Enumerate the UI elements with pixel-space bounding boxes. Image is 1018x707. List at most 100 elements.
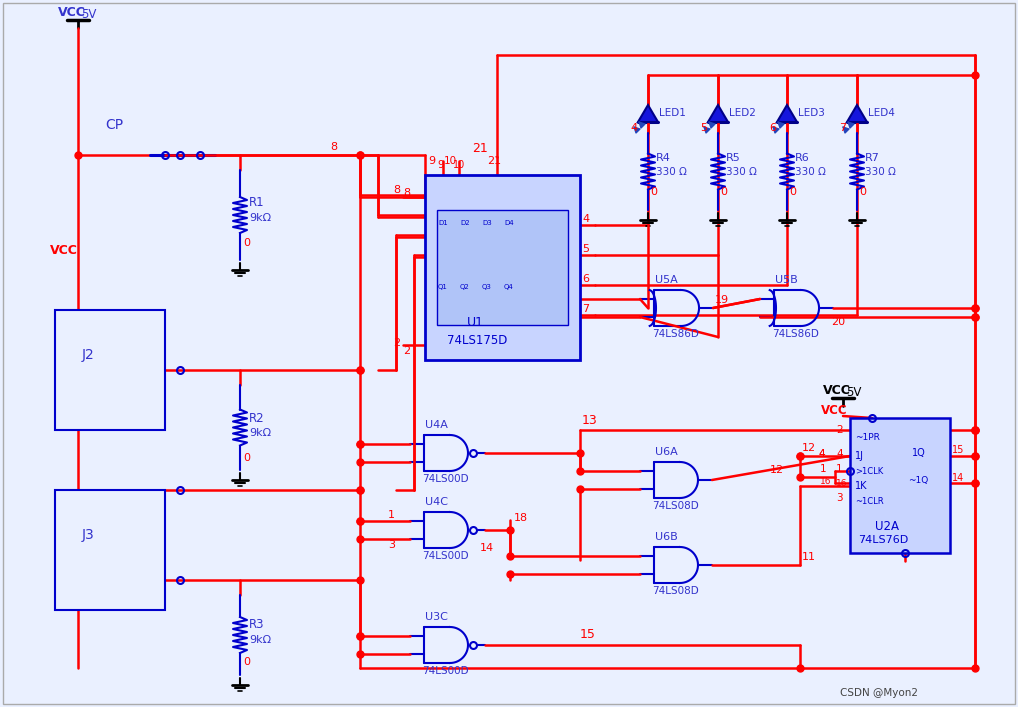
- Point: [618, 438, 634, 450]
- Point: [477, 410, 494, 421]
- Point: [884, 312, 900, 324]
- Point: [940, 340, 956, 351]
- Point: [772, 607, 788, 618]
- Point: [197, 74, 214, 86]
- Point: [156, 578, 172, 590]
- Point: [30, 257, 46, 268]
- Point: [968, 578, 984, 590]
- Point: [114, 327, 130, 338]
- Point: [338, 60, 354, 71]
- Point: [604, 537, 620, 548]
- Point: [506, 257, 522, 268]
- Text: 1K: 1K: [855, 481, 867, 491]
- Point: [912, 4, 928, 16]
- Point: [16, 620, 33, 631]
- Point: [716, 200, 732, 211]
- Point: [925, 74, 942, 86]
- Point: [842, 424, 858, 436]
- Point: [2, 550, 18, 561]
- Point: [170, 634, 186, 645]
- Point: [589, 103, 606, 114]
- Point: [170, 410, 186, 421]
- Point: [421, 480, 438, 491]
- Point: [30, 662, 46, 674]
- Point: [268, 47, 284, 58]
- Point: [869, 47, 886, 58]
- Point: [842, 494, 858, 506]
- Point: [925, 243, 942, 254]
- Point: [716, 397, 732, 408]
- Point: [981, 130, 998, 141]
- Point: [772, 410, 788, 421]
- Point: [730, 382, 746, 394]
- Point: [533, 607, 550, 618]
- Point: [156, 354, 172, 366]
- Point: [520, 312, 536, 324]
- Point: [898, 634, 914, 645]
- Point: [842, 243, 858, 254]
- Point: [492, 467, 508, 478]
- Point: [450, 340, 466, 351]
- Point: [309, 74, 326, 86]
- Point: [828, 243, 844, 254]
- Point: [2, 117, 18, 128]
- Point: [869, 117, 886, 128]
- Point: [394, 368, 410, 380]
- Point: [954, 438, 970, 450]
- Point: [813, 662, 830, 674]
- Point: [44, 173, 60, 184]
- Point: [394, 677, 410, 688]
- Point: [338, 312, 354, 324]
- Text: 1: 1: [821, 464, 827, 474]
- Point: [925, 550, 942, 561]
- Point: [380, 662, 396, 674]
- Point: [925, 257, 942, 268]
- Point: [981, 340, 998, 351]
- Point: [506, 564, 522, 575]
- Point: [744, 620, 760, 631]
- Point: [86, 508, 102, 520]
- Point: [674, 243, 690, 254]
- Point: [436, 467, 452, 478]
- Point: [674, 397, 690, 408]
- Point: [562, 88, 578, 100]
- Point: [309, 467, 326, 478]
- Point: [436, 298, 452, 310]
- Point: [296, 4, 313, 16]
- Point: [421, 173, 438, 184]
- Point: [632, 4, 648, 16]
- Point: [800, 634, 816, 645]
- Point: [842, 537, 858, 548]
- Point: [716, 33, 732, 44]
- Point: [114, 690, 130, 701]
- Point: [72, 4, 89, 16]
- Point: [296, 130, 313, 141]
- Point: [30, 284, 46, 296]
- Point: [981, 284, 998, 296]
- Point: [114, 452, 130, 464]
- Point: [72, 424, 89, 436]
- Point: [324, 88, 340, 100]
- Point: [533, 410, 550, 421]
- Point: [226, 410, 242, 421]
- Point: [674, 33, 690, 44]
- Point: [44, 634, 60, 645]
- Point: [912, 354, 928, 366]
- Point: [744, 187, 760, 198]
- Point: [800, 677, 816, 688]
- Point: [380, 494, 396, 506]
- Point: [842, 117, 858, 128]
- Point: [464, 620, 480, 631]
- Point: [296, 634, 313, 645]
- Point: [688, 4, 704, 16]
- Point: [548, 47, 564, 58]
- Point: [44, 438, 60, 450]
- Point: [589, 187, 606, 198]
- Point: [772, 537, 788, 548]
- Point: [352, 312, 369, 324]
- Point: [772, 60, 788, 71]
- Point: [212, 537, 228, 548]
- Text: 0: 0: [243, 657, 250, 667]
- Point: [352, 508, 369, 520]
- Point: [589, 662, 606, 674]
